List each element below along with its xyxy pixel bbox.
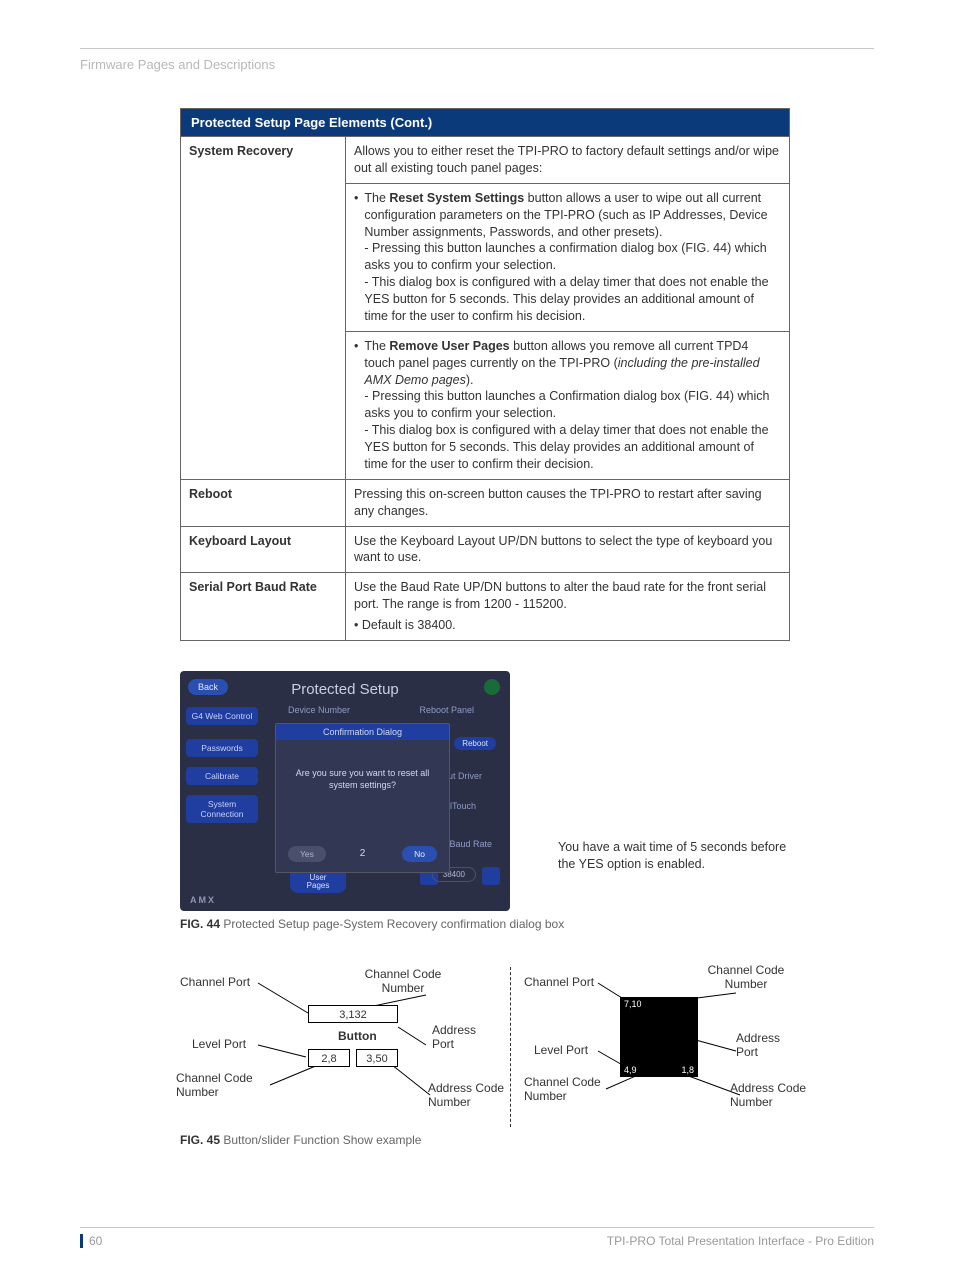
dialog-message: Are you sure you want to reset all syste… [276, 740, 449, 791]
sidebar-item[interactable]: Calibrate [186, 767, 258, 785]
row-cell: Pressing this on-screen button causes th… [346, 479, 790, 526]
button-title: Button [338, 1029, 377, 1043]
countdown: 2 [360, 848, 366, 859]
button-box-bl: 2,8 [308, 1049, 350, 1067]
yes-button[interactable]: Yes [288, 846, 326, 862]
confirmation-dialog: Confirmation Dialog Are you sure you wan… [275, 723, 450, 873]
diagram-label: Address Code Number [730, 1081, 826, 1109]
elements-table: Protected Setup Page Elements (Cont.) Sy… [180, 108, 790, 641]
table-row: Reboot Pressing this on-screen button ca… [181, 479, 790, 526]
page-number: 60 [80, 1234, 102, 1248]
reboot-button[interactable]: Reboot [454, 737, 496, 750]
diagram-label: Channel Code Number [176, 1071, 272, 1099]
row-cell: Allows you to either reset the TPI-PRO t… [346, 137, 790, 184]
fig44-note: You have a wait time of 5 seconds before… [558, 839, 788, 911]
running-head: Firmware Pages and Descriptions [80, 57, 874, 72]
amx-logo: AMX [190, 895, 216, 905]
diagram-label: Channel Code Number [524, 1075, 620, 1103]
diagram-label: Channel Code Number [700, 963, 792, 991]
back-button[interactable]: Back [188, 679, 228, 695]
diagram-label: Address Port [432, 1023, 492, 1051]
table-title: Protected Setup Page Elements (Cont.) [181, 109, 790, 137]
diagram-label: Address Code Number [428, 1081, 518, 1109]
slider-title: Slider [640, 1023, 673, 1037]
diagram-label: Channel Port [180, 975, 250, 989]
row-label: Reboot [181, 479, 346, 526]
baud-up-button[interactable] [482, 867, 500, 885]
sidebar-item[interactable]: System Connection [186, 795, 258, 823]
sidebar-item[interactable]: Passwords [186, 739, 258, 757]
field-label: Reboot Panel [419, 705, 474, 715]
no-button[interactable]: No [402, 846, 437, 862]
fig45-diagram: 3,132 2,8 3,50 Button Channel Port Chann… [180, 967, 820, 1127]
row-cell: • The Remove User Pages button allows yo… [346, 331, 790, 479]
sidebar-item[interactable]: G4 Web Control [186, 707, 258, 725]
table-row: Keyboard Layout Use the Keyboard Layout … [181, 526, 790, 573]
table-row: System Recovery Allows you to either res… [181, 137, 790, 184]
button-box-top: 3,132 [308, 1005, 398, 1023]
fig45-caption: FIG. 45 Button/slider Function Show exam… [180, 1133, 874, 1147]
row-cell: Use the Keyboard Layout UP/DN buttons to… [346, 526, 790, 573]
row-label: System Recovery [181, 137, 346, 480]
footer-title: TPI-PRO Total Presentation Interface - P… [607, 1234, 874, 1248]
dialog-title: Confirmation Dialog [276, 724, 449, 740]
diagram-label: Channel Code Number [360, 967, 446, 995]
diagram-label: Channel Port [524, 975, 594, 989]
table-row: Serial Port Baud Rate Use the Baud Rate … [181, 573, 790, 641]
row-label: Keyboard Layout [181, 526, 346, 573]
fig44-caption: FIG. 44 Protected Setup page-System Reco… [180, 917, 874, 931]
row-cell: • The Reset System Settings button allow… [346, 183, 790, 331]
row-cell: Use the Baud Rate UP/DN buttons to alter… [346, 573, 790, 641]
diagram-label: Address Port [736, 1031, 796, 1059]
diagram-label: Level Port [192, 1037, 246, 1051]
fig44-screenshot: Back Protected Setup G4 Web Control Pass… [180, 671, 510, 911]
screen-title: Protected Setup [186, 677, 504, 704]
row-label: Serial Port Baud Rate [181, 573, 346, 641]
status-led [484, 679, 500, 695]
button-box-br: 3,50 [356, 1049, 398, 1067]
diagram-label: Level Port [534, 1043, 588, 1057]
field-label: Device Number [288, 705, 350, 715]
slider-box: 7,10 4,9 1,8 [620, 997, 698, 1077]
